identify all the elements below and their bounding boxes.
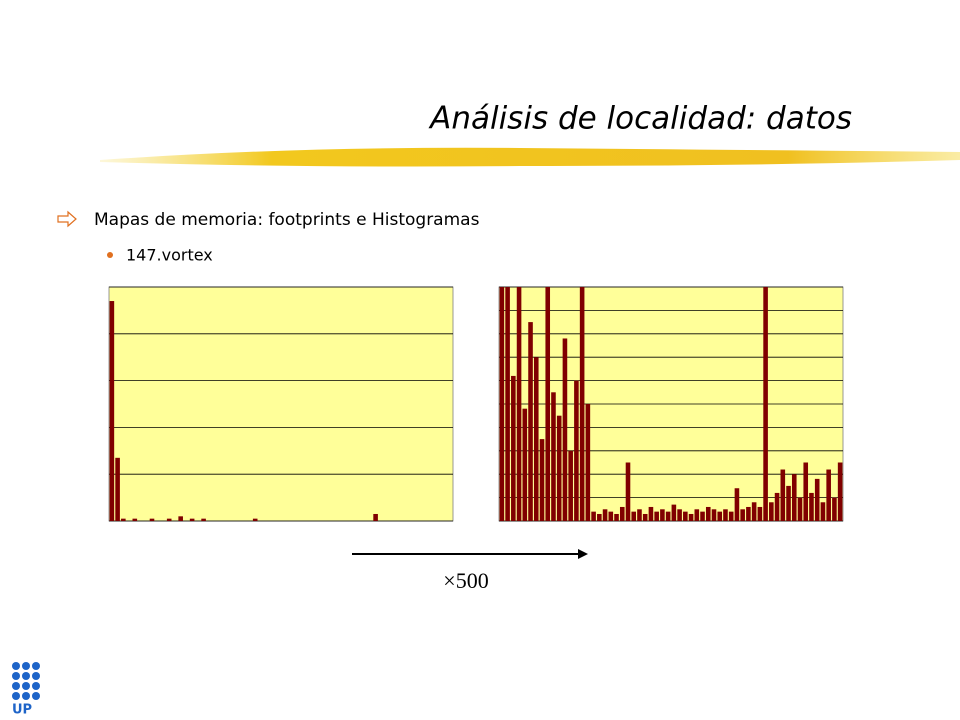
bar [625, 462, 631, 521]
bar [533, 357, 539, 521]
bar [826, 469, 831, 521]
bar [711, 509, 717, 521]
bar [734, 488, 740, 521]
bar [562, 338, 568, 521]
bar [774, 492, 780, 521]
bar [511, 375, 516, 521]
bar [665, 511, 671, 521]
bar [568, 450, 573, 521]
bar [619, 506, 625, 521]
bar [505, 287, 510, 521]
bar [109, 301, 115, 521]
arrow-label: ×500 [443, 568, 488, 593]
bar [728, 511, 734, 521]
bar [597, 513, 602, 521]
bar [631, 511, 637, 521]
bar [574, 380, 579, 521]
bar [373, 513, 378, 521]
bar [614, 513, 619, 521]
bar [654, 511, 659, 521]
bar [642, 513, 648, 521]
plot-area [108, 286, 454, 522]
bar [757, 506, 763, 521]
bar [121, 518, 126, 521]
bar [539, 439, 545, 521]
bar [683, 511, 688, 521]
bar [717, 511, 723, 521]
bar [660, 509, 665, 521]
bar [115, 457, 120, 521]
bullet-text: Mapas de memoria: footprints e Histogram… [94, 210, 480, 230]
bar [688, 513, 694, 521]
bar [516, 287, 522, 521]
bar [579, 287, 585, 521]
bar [201, 518, 206, 521]
bar [780, 469, 786, 521]
bar [149, 518, 155, 521]
bar [763, 287, 768, 521]
slide-title: Análisis de localidad: datos [428, 101, 852, 137]
bar [832, 497, 837, 521]
logo-dots [12, 662, 40, 700]
sub-bullet-text: 147.vortex [126, 246, 213, 265]
bar [132, 518, 138, 521]
bar [585, 404, 591, 521]
bar [809, 492, 814, 521]
title-underline [100, 147, 960, 167]
bar [602, 509, 608, 521]
bar [545, 287, 551, 521]
bar [528, 322, 533, 521]
bar [791, 474, 797, 521]
bar [786, 485, 791, 521]
bar [740, 509, 745, 521]
bar [556, 415, 562, 521]
bar [723, 509, 728, 521]
bar [677, 509, 682, 521]
bar [252, 518, 258, 521]
bar [499, 287, 505, 521]
bar [648, 506, 654, 521]
bar [178, 516, 183, 521]
bar [189, 518, 195, 521]
bar [694, 509, 700, 521]
bullet-arrow [57, 210, 77, 228]
bar [751, 502, 757, 521]
bar [746, 506, 751, 521]
bar [671, 504, 677, 521]
bar [820, 502, 826, 521]
bar [591, 511, 596, 521]
bar [551, 392, 556, 521]
charts [108, 286, 844, 522]
bar [814, 478, 820, 521]
logo-text: UP [12, 703, 32, 718]
bar [608, 511, 614, 521]
bar [166, 518, 172, 521]
bullet-dot [107, 252, 113, 258]
bar [637, 509, 642, 521]
bar [837, 462, 843, 521]
bar [803, 462, 809, 521]
bar [522, 408, 528, 521]
bar [705, 506, 711, 521]
bar [769, 502, 774, 521]
bar [797, 497, 803, 521]
arrow-head [578, 549, 588, 559]
bar [700, 511, 705, 521]
